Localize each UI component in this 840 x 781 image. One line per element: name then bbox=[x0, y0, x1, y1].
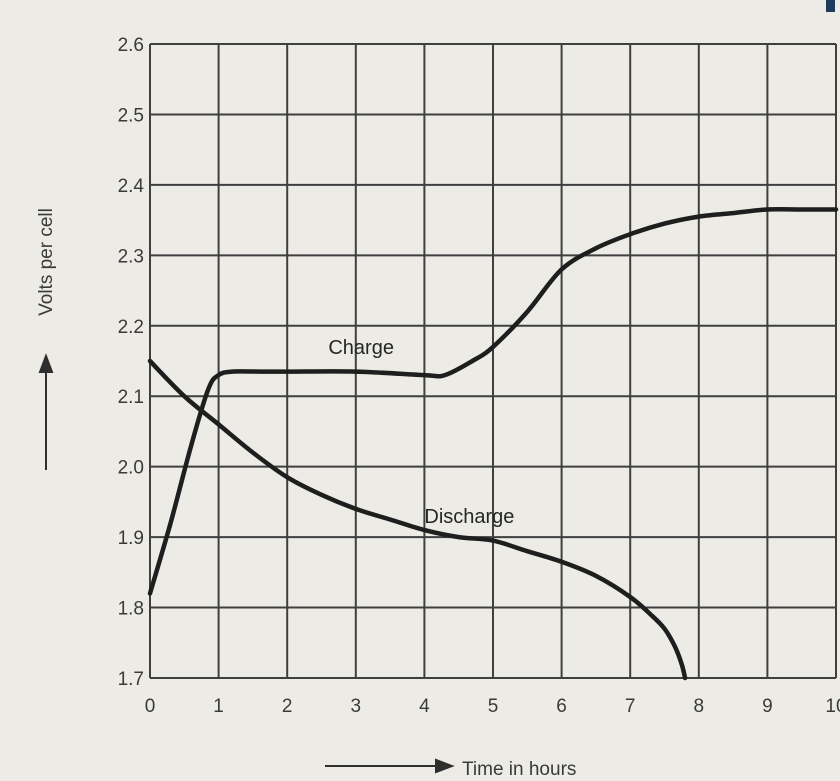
x-tick-label: 5 bbox=[488, 696, 499, 717]
series-line-discharge bbox=[147, 358, 688, 681]
x-axis-label: Time in hours bbox=[462, 759, 576, 780]
y-tick-label: 2.6 bbox=[118, 35, 144, 56]
x-axis-label-group: Time in hours bbox=[325, 758, 576, 780]
y-axis-label-group: Volts per cell bbox=[36, 208, 57, 470]
x-axis-arrowhead bbox=[435, 758, 455, 774]
series-lines bbox=[147, 207, 839, 681]
y-tick-label: 2.2 bbox=[118, 317, 144, 338]
y-tick-label: 1.7 bbox=[118, 669, 144, 690]
x-tick-label: 6 bbox=[556, 696, 567, 717]
series-label-discharge: Discharge bbox=[424, 506, 514, 528]
x-tick-label: 4 bbox=[419, 696, 430, 717]
y-tick-label: 2.4 bbox=[118, 176, 145, 197]
series-label-charge: Charge bbox=[328, 337, 394, 359]
y-axis-label: Volts per cell bbox=[36, 208, 57, 316]
y-tick-label: 2.3 bbox=[118, 246, 144, 267]
x-tick-label: 10 bbox=[825, 696, 840, 717]
x-tick-labels: 0 1 2 3 4 5 6 7 8 9 10 bbox=[145, 696, 840, 717]
y-tick-label: 1.9 bbox=[118, 528, 144, 549]
x-tick-label: 3 bbox=[351, 696, 362, 717]
y-tick-label: 2.1 bbox=[118, 387, 144, 408]
y-tick-labels: 1.7 1.8 1.9 2.0 2.1 2.2 2.3 2.4 2.5 2.6 bbox=[118, 35, 145, 690]
series-line-charge bbox=[147, 207, 839, 596]
x-tick-label: 9 bbox=[762, 696, 773, 717]
y-tick-label: 1.8 bbox=[118, 599, 144, 620]
corner-mark bbox=[826, 0, 835, 12]
x-tick-label: 2 bbox=[282, 696, 293, 717]
y-tick-label: 2.5 bbox=[118, 105, 144, 126]
y-tick-label: 2.0 bbox=[118, 458, 144, 479]
grid bbox=[149, 43, 837, 679]
x-tick-label: 1 bbox=[213, 696, 224, 717]
series-labels: Charge Discharge bbox=[328, 337, 514, 528]
x-tick-label: 0 bbox=[145, 696, 156, 717]
y-axis-arrowhead bbox=[38, 353, 54, 373]
x-tick-label: 7 bbox=[625, 696, 636, 717]
x-tick-label: 8 bbox=[694, 696, 705, 717]
